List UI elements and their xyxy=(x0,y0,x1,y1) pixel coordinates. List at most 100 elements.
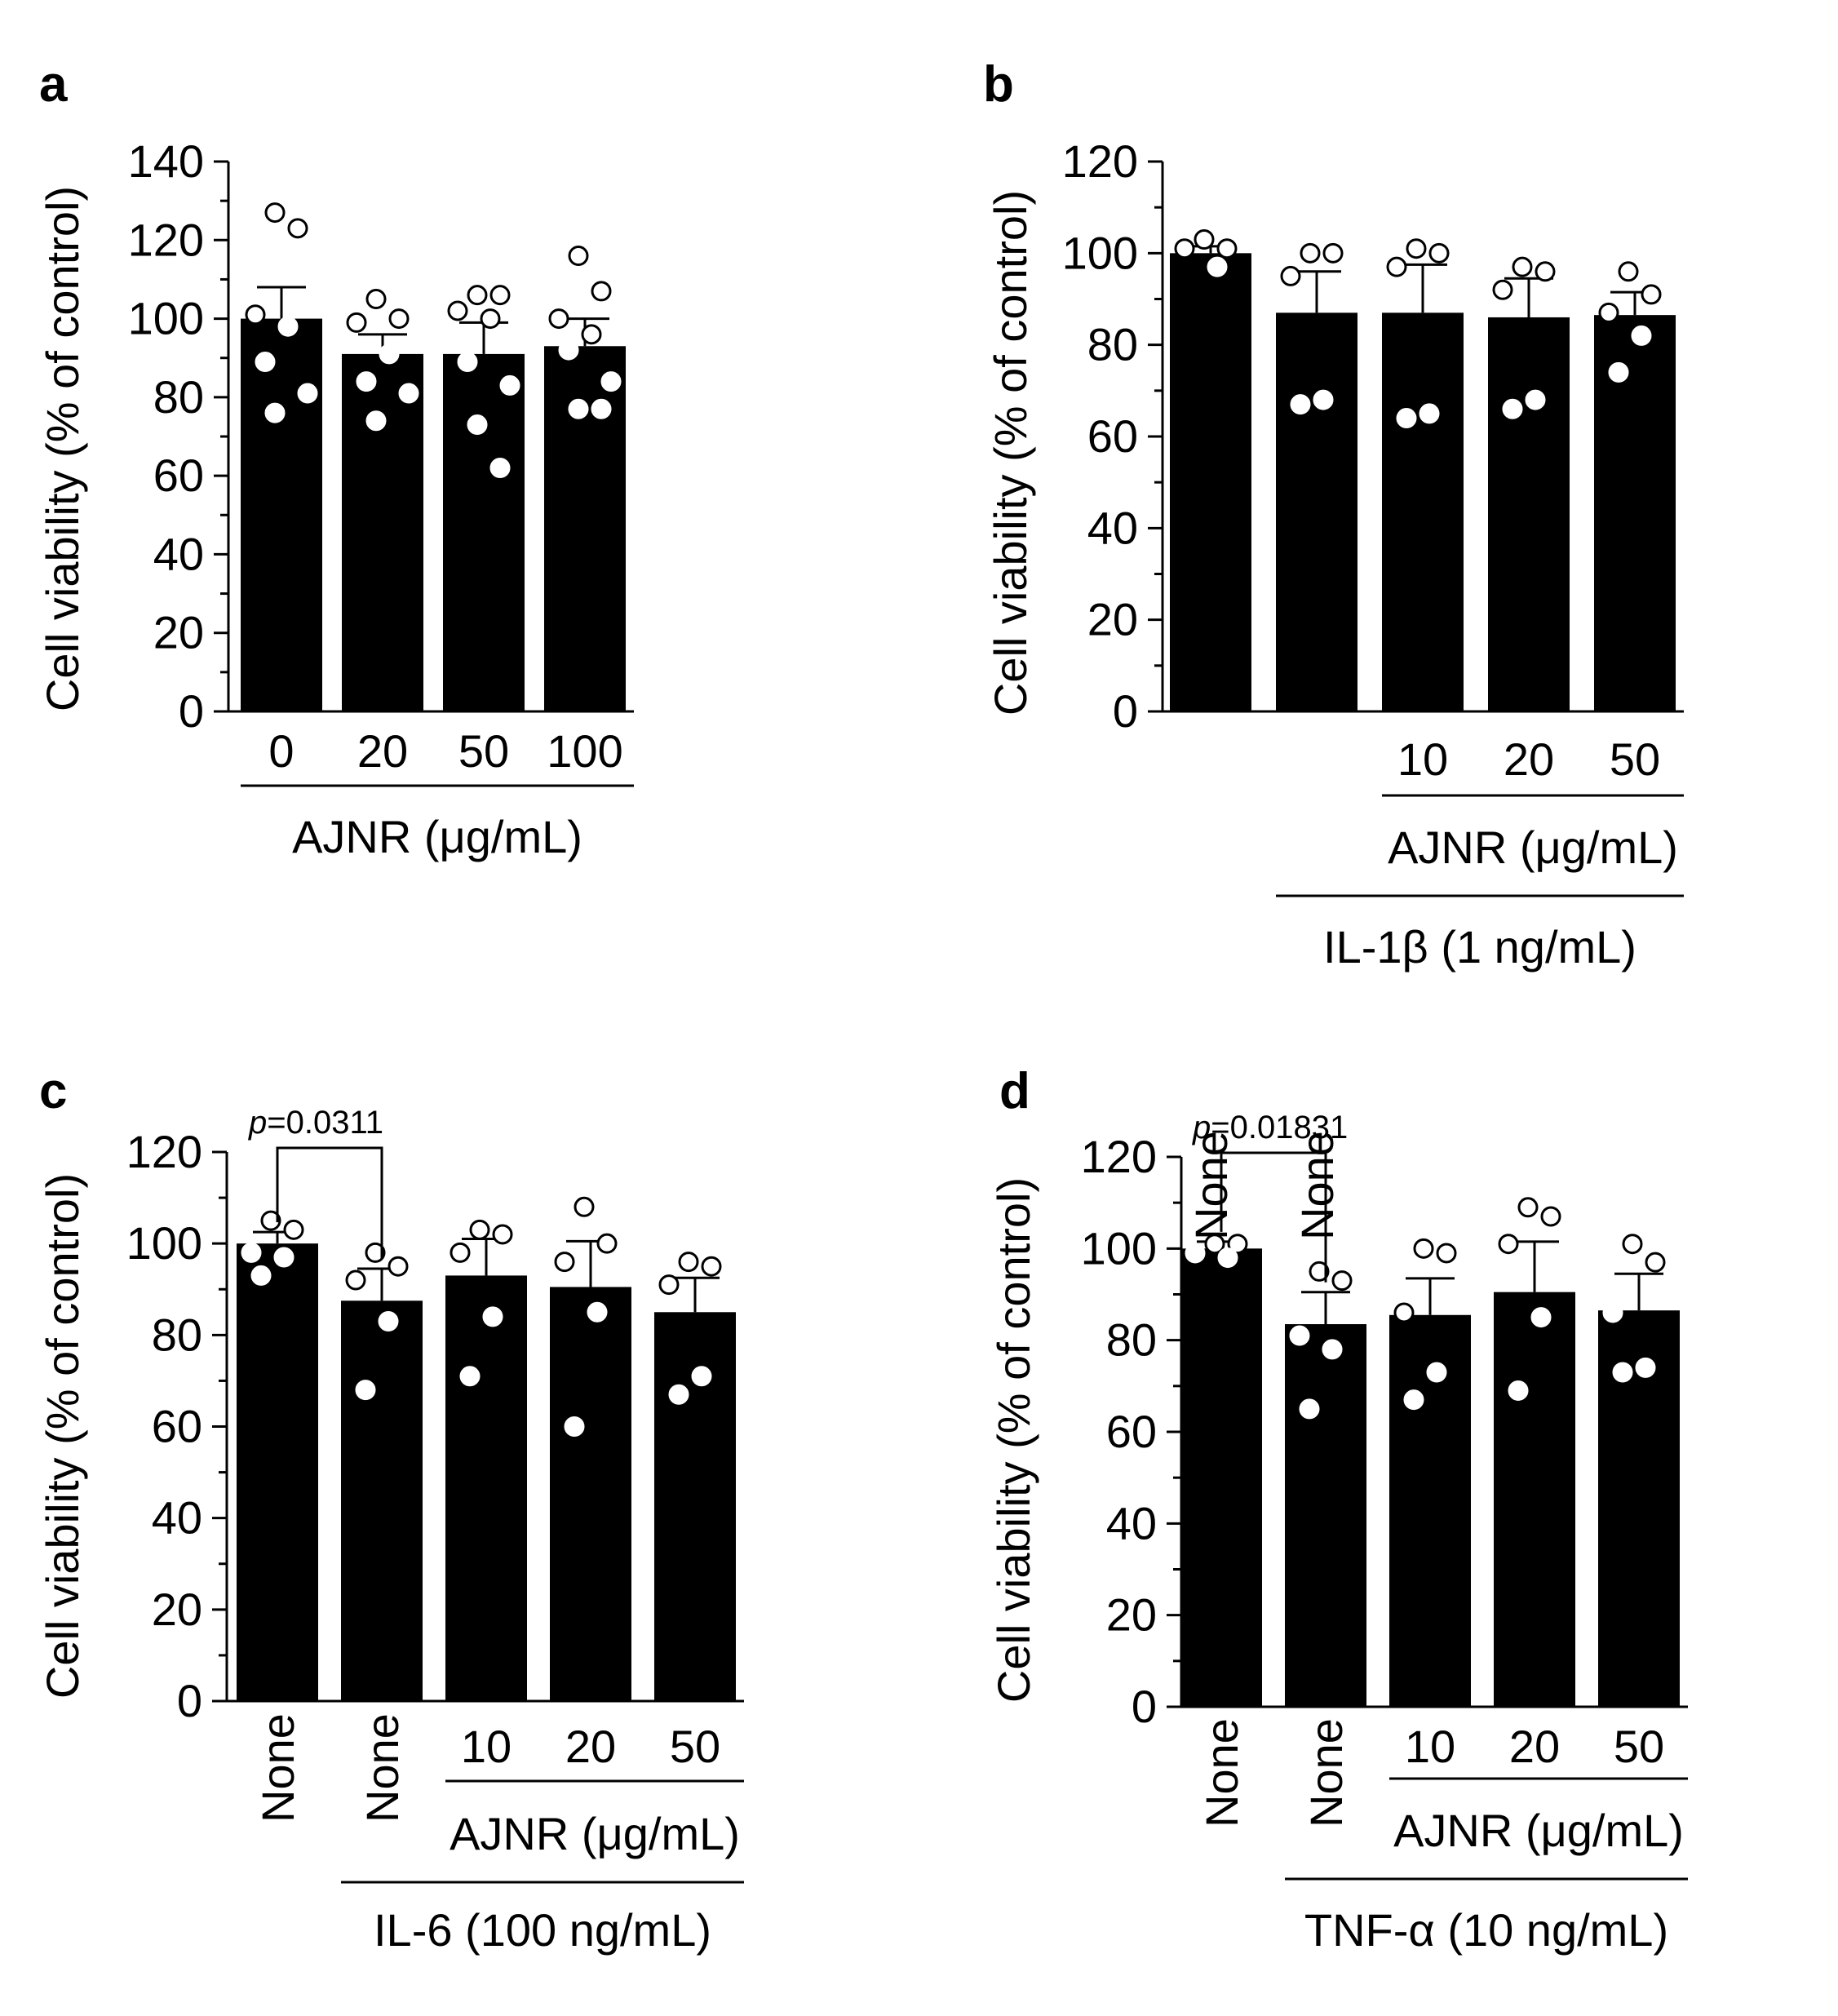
bar-b-0 xyxy=(1170,253,1251,711)
x-tick-label-d-4: 50 xyxy=(1614,1721,1664,1772)
data-point-a-1-0 xyxy=(365,289,387,309)
data-point-d-1-0 xyxy=(1309,1261,1330,1282)
data-point-d-2-0 xyxy=(1413,1238,1434,1259)
y-tick-label-b-2: 40 xyxy=(1087,502,1138,553)
y-tick-label-d-1: 20 xyxy=(1106,1589,1157,1641)
data-point-b-0-3 xyxy=(1207,256,1228,277)
data-point-a-2-0 xyxy=(467,285,488,306)
data-point-c-2-4 xyxy=(459,1366,481,1387)
data-point-b-1-1 xyxy=(1322,242,1344,264)
data-point-c-0-1 xyxy=(283,1219,304,1240)
x-tick-label-a-2: 50 xyxy=(458,725,509,777)
y-tick-label-a-3: 60 xyxy=(153,450,204,501)
data-point-c-4-4 xyxy=(668,1384,689,1405)
data-point-c-0-2 xyxy=(241,1242,262,1263)
y-axis-title-c: Cell viability (% of control) xyxy=(37,1173,88,1699)
error-bar-a-2 xyxy=(459,321,508,354)
data-point-b-0-0 xyxy=(1194,228,1215,250)
error-bar-d-1 xyxy=(1301,1291,1350,1325)
data-point-b-4-2 xyxy=(1598,302,1619,323)
data-point-b-3-3 xyxy=(1525,389,1546,410)
data-point-a-3-5 xyxy=(600,371,622,392)
x-tick-label-c-3: 20 xyxy=(565,1721,616,1772)
bar-d-3 xyxy=(1494,1292,1575,1707)
panel-letter-d: d xyxy=(999,1063,1030,1119)
data-point-a-0-0 xyxy=(264,202,286,224)
group-label-c-1: IL-6 (100 ng/mL) xyxy=(374,1904,711,1956)
y-tick-label-b-0: 0 xyxy=(1113,685,1138,737)
data-point-a-3-7 xyxy=(591,398,612,419)
data-point-a-1-3 xyxy=(379,343,400,365)
x-tick-label-b-1: None xyxy=(1291,1131,1343,1240)
data-point-c-3-0 xyxy=(574,1196,595,1217)
x-tick-label-d-1: None xyxy=(1300,1718,1352,1828)
data-point-d-0-2 xyxy=(1185,1243,1206,1264)
data-point-a-0-3 xyxy=(277,316,299,337)
y-tick-label-a-2: 40 xyxy=(153,528,204,579)
data-point-c-3-1 xyxy=(596,1233,618,1254)
data-point-b-1-3 xyxy=(1313,389,1334,410)
panel-letter-c: c xyxy=(39,1063,67,1119)
data-point-c-1-2 xyxy=(345,1269,366,1291)
data-point-d-2-4 xyxy=(1403,1389,1424,1411)
data-point-c-0-0 xyxy=(260,1210,281,1231)
bar-c-2 xyxy=(445,1275,527,1701)
data-point-b-4-1 xyxy=(1641,284,1662,305)
data-point-b-1-0 xyxy=(1300,242,1321,264)
x-tick-label-c-1: None xyxy=(357,1713,408,1823)
y-tick-label-a-6: 120 xyxy=(128,214,204,265)
data-point-c-1-0 xyxy=(365,1242,386,1263)
x-tick-label-d-2: 10 xyxy=(1405,1721,1455,1772)
data-point-c-2-2 xyxy=(450,1242,471,1263)
x-tick-label-b-4: 50 xyxy=(1610,733,1660,785)
data-point-c-3-2 xyxy=(554,1252,575,1273)
panel-d: d Cell viability (% of control) 0 20 40 60 8… xyxy=(988,1063,1688,1956)
data-point-c-2-3 xyxy=(482,1306,503,1327)
data-point-a-3-6 xyxy=(568,398,589,419)
data-point-b-2-0 xyxy=(1406,238,1427,259)
x-tick-label-a-1: 20 xyxy=(357,725,408,777)
bar-b-4 xyxy=(1594,315,1676,711)
data-point-d-1-1 xyxy=(1331,1270,1353,1292)
y-tick-label-d-3: 60 xyxy=(1106,1406,1157,1457)
y-tick-label-b-4: 80 xyxy=(1087,319,1138,370)
y-tick-label-c-6: 120 xyxy=(126,1126,202,1177)
data-point-c-4-2 xyxy=(658,1274,680,1296)
y-tick-label-d-4: 80 xyxy=(1106,1314,1157,1366)
significance-bracket-c xyxy=(276,1146,383,1260)
bar-d-2 xyxy=(1389,1314,1471,1707)
p-value-label-d: p=0.01831 xyxy=(1192,1110,1348,1145)
x-tick-label-d-0: None xyxy=(1196,1718,1247,1828)
y-tick-label-c-3: 60 xyxy=(152,1401,202,1452)
data-point-d-3-3 xyxy=(1530,1307,1552,1328)
data-point-a-0-1 xyxy=(287,218,308,239)
data-point-a-1-2 xyxy=(346,312,367,333)
data-point-a-3-2 xyxy=(548,308,569,330)
y-tick-label-d-6: 120 xyxy=(1081,1131,1157,1182)
x-tick-label-b-3: 20 xyxy=(1504,733,1554,785)
data-point-b-2-3 xyxy=(1419,403,1440,424)
panel-a: a Cell viability (% of control) 0 20 40 60 8… xyxy=(37,56,634,862)
data-point-c-4-1 xyxy=(701,1256,722,1277)
data-point-d-1-3 xyxy=(1322,1339,1343,1360)
group-label-b-1: IL-1β (1 ng/mL) xyxy=(1323,921,1636,973)
error-bar-d-4 xyxy=(1614,1272,1663,1311)
y-tick-label-b-1: 20 xyxy=(1087,594,1138,645)
data-point-b-1-4 xyxy=(1290,394,1311,415)
bar-c-1 xyxy=(341,1300,423,1701)
data-point-b-3-2 xyxy=(1492,279,1513,300)
y-tick-label-b-5: 100 xyxy=(1062,227,1138,278)
data-point-d-0-1 xyxy=(1227,1234,1248,1255)
y-tick-label-b-6: 120 xyxy=(1062,135,1138,187)
data-point-b-3-0 xyxy=(1512,256,1533,277)
error-bar-a-0 xyxy=(257,286,306,319)
y-axis-title-a: Cell viability (% of control) xyxy=(37,186,88,711)
data-point-b-4-0 xyxy=(1618,261,1639,282)
significance-bracket-d xyxy=(1220,1151,1327,1283)
data-point-a-2-5 xyxy=(499,374,520,396)
x-tick-label-b-0: None xyxy=(1185,1131,1237,1240)
data-point-a-1-1 xyxy=(388,308,410,330)
y-tick-label-c-0: 0 xyxy=(177,1675,202,1726)
y-tick-label-c-4: 80 xyxy=(152,1309,202,1360)
p-value-label-c: p=0.0311 xyxy=(248,1105,383,1141)
